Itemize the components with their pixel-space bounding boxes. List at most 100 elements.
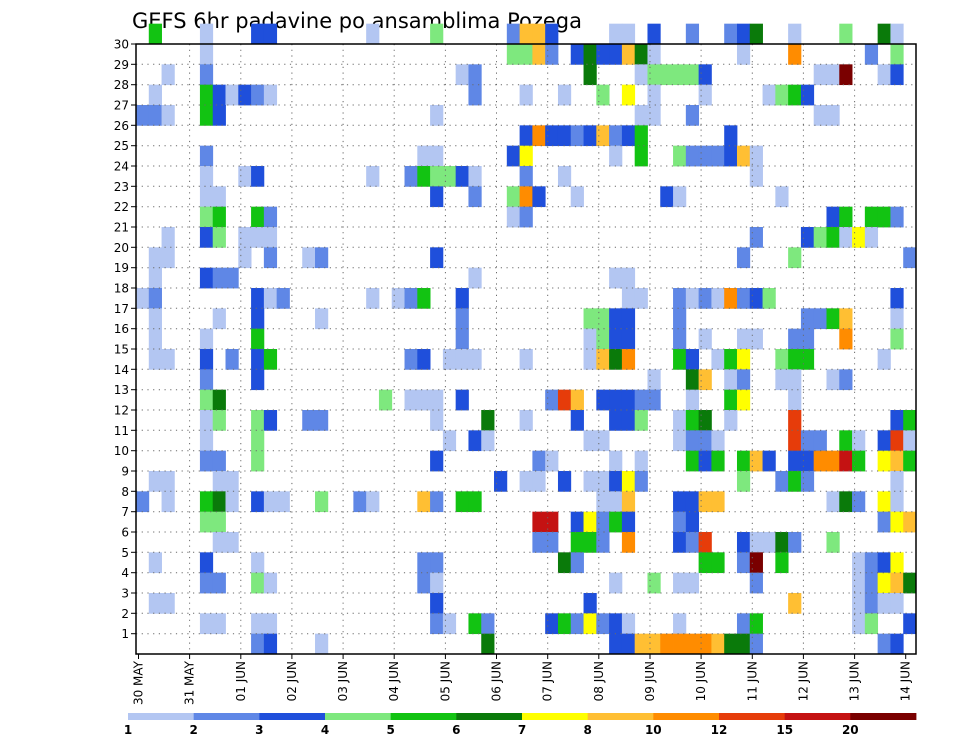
heat-cell (852, 552, 866, 574)
heat-cell (609, 491, 623, 513)
heat-cell (583, 328, 597, 350)
y-tick-label: 23 (114, 180, 129, 194)
heat-cell (775, 369, 789, 391)
heat-cell (852, 227, 866, 248)
heat-cell (685, 389, 700, 411)
heat-cell (212, 511, 226, 533)
heat-cell (903, 430, 917, 452)
heat-cell (596, 491, 610, 513)
heat-cell (826, 105, 840, 126)
heat-cell (621, 23, 636, 45)
heat-cell (391, 288, 405, 309)
heat-cell (788, 44, 802, 65)
heatmap-cells (136, 23, 917, 655)
heat-cell (634, 471, 648, 492)
y-tick-label: 2 (121, 607, 129, 621)
colorbar-swatch (193, 713, 260, 720)
heat-cell (225, 267, 239, 289)
heat-cell (442, 430, 457, 452)
heat-cell (136, 288, 150, 309)
y-tick-label: 4 (121, 566, 129, 580)
heat-cell (430, 247, 444, 269)
heat-cell (199, 491, 214, 513)
heat-cell (430, 613, 444, 635)
colorbar-label: 2 (190, 723, 198, 737)
heat-cell (724, 633, 738, 655)
heat-cell (775, 186, 789, 208)
heat-cell (864, 613, 879, 635)
colorbar-swatch (587, 713, 654, 720)
heat-cell (238, 227, 252, 248)
heat-cell (148, 349, 162, 370)
heat-cell (800, 450, 815, 472)
heat-cell (506, 44, 521, 65)
heat-cell (890, 450, 904, 472)
heat-cell (455, 491, 469, 513)
heat-cell (903, 613, 917, 635)
heat-cell (749, 328, 763, 350)
heat-cell (519, 84, 533, 106)
heat-cell (583, 349, 597, 370)
heat-cell (788, 328, 802, 350)
heat-cell (506, 206, 521, 228)
heat-cell (430, 450, 444, 472)
heat-cell (212, 572, 226, 594)
heat-cell (263, 206, 278, 228)
heat-cell (698, 450, 712, 472)
heat-cell (455, 328, 469, 350)
heat-cell (238, 84, 252, 106)
heat-cell (430, 166, 444, 187)
heat-cell (481, 633, 495, 655)
heat-cell (903, 410, 917, 431)
heat-cell (736, 552, 751, 574)
heat-cell (762, 84, 776, 106)
heat-cell (596, 613, 610, 635)
heat-cell (417, 145, 431, 167)
heat-cell (890, 44, 904, 65)
heat-cell (788, 369, 802, 391)
heat-cell (864, 552, 879, 574)
heat-cell (826, 308, 840, 330)
heat-cell (532, 23, 546, 45)
heat-cell (199, 267, 214, 289)
heat-cell (212, 308, 226, 330)
heat-cell (762, 532, 776, 553)
heat-cell (609, 613, 623, 635)
heat-cell (557, 84, 572, 106)
heat-cell (890, 430, 904, 452)
heat-cell (366, 23, 380, 45)
heat-cell (199, 145, 214, 167)
heat-cell (494, 471, 508, 492)
heat-cell (430, 552, 444, 574)
heat-cell (251, 633, 265, 655)
heat-cell (698, 84, 712, 106)
heat-cell (903, 247, 917, 269)
heat-cell (634, 105, 648, 126)
heat-cell (570, 532, 584, 553)
heat-cell (506, 145, 521, 167)
heat-cell (609, 471, 623, 492)
heat-cell (621, 288, 636, 309)
heat-cell (724, 23, 738, 45)
heat-cell (749, 450, 763, 472)
heat-cell (852, 572, 866, 594)
heat-cell (468, 267, 482, 289)
heat-cell (647, 84, 661, 106)
heat-cell (839, 369, 853, 391)
heat-cell (532, 450, 546, 472)
heat-cell (711, 491, 725, 513)
heat-cell (596, 471, 610, 492)
heat-cell (583, 125, 597, 147)
heat-cell (212, 410, 226, 431)
heat-cell (583, 532, 597, 553)
heat-cell (315, 247, 329, 269)
heat-cell (698, 532, 712, 553)
heat-cell (609, 633, 623, 655)
heat-cell (609, 328, 623, 350)
colorbar-swatch (456, 713, 523, 720)
heat-cell (724, 369, 738, 391)
heat-cell (864, 206, 879, 228)
heat-cell (788, 410, 802, 431)
colorbar-label: 8 (584, 723, 592, 737)
colorbar-label: 6 (452, 723, 460, 737)
